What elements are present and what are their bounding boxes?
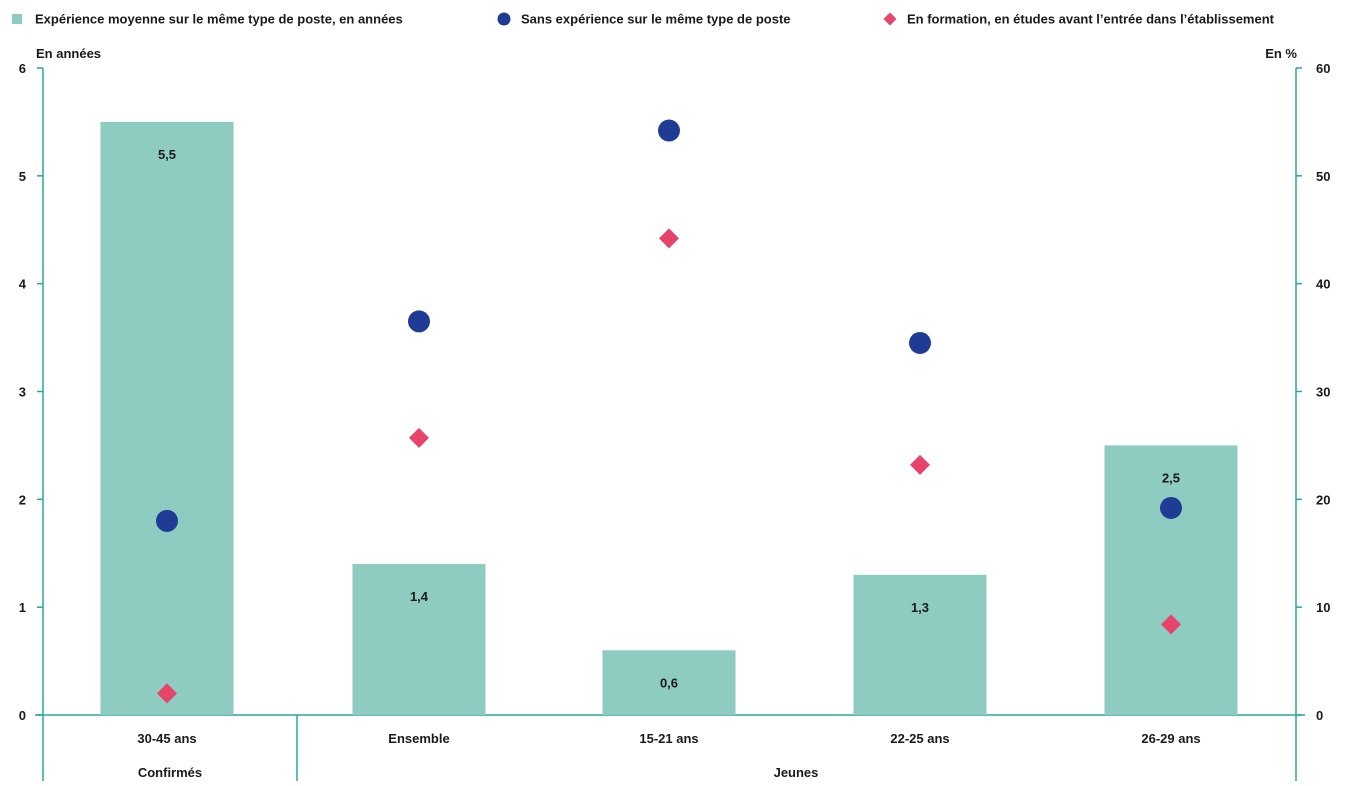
- bar-3: [602, 650, 736, 715]
- y-tick-label-left: 1: [19, 600, 26, 615]
- y-tick-label-right: 50: [1316, 169, 1330, 184]
- diamond-point-2: [409, 427, 429, 448]
- bar-value-label-3: 0,6: [660, 675, 678, 690]
- bar-value-label-1: 5,5: [158, 147, 176, 162]
- bar-1: [100, 121, 234, 715]
- legend-item-2: Sans expérience sur le même type de post…: [497, 12, 791, 27]
- legend-square-marker: [12, 14, 22, 24]
- circle-point-4: [909, 331, 931, 354]
- x-tick-label-1: 30-45 ans: [137, 731, 196, 746]
- x-tick-label-2: Ensemble: [388, 731, 449, 746]
- y-tick-label-right: 10: [1316, 600, 1330, 615]
- bar-5: [1104, 445, 1238, 715]
- y-tick-label-left: 3: [19, 385, 26, 400]
- y-tick-label-right: 0: [1316, 708, 1323, 723]
- circle-point-5: [1160, 496, 1182, 519]
- y-tick-label-right: 20: [1316, 492, 1330, 507]
- y-axis-right-label: En %: [1265, 46, 1297, 61]
- legend-label: Sans expérience sur le même type de post…: [521, 12, 791, 27]
- bar-2: [352, 564, 486, 715]
- diamond-point-4: [910, 454, 930, 475]
- bar-labels: 5,5 1,4 0,6 1,3 2,5: [158, 147, 1180, 690]
- circle-markers: [156, 119, 1182, 532]
- legend-item-1: Expérience moyenne sur le même type de p…: [12, 12, 403, 27]
- legend-label: Expérience moyenne sur le même type de p…: [35, 12, 403, 27]
- circle-point-3: [658, 119, 680, 142]
- y-tick-label-left: 2: [19, 492, 26, 507]
- circle-point-1: [156, 509, 178, 532]
- diamond-point-1: [157, 683, 177, 704]
- diamond-point-3: [659, 228, 679, 249]
- group-label-2: Jeunes: [774, 765, 819, 780]
- x-tick-label-3: 15-21 ans: [639, 731, 698, 746]
- y-tick-label-left: 5: [19, 169, 26, 184]
- y-tick-label-right: 40: [1316, 277, 1330, 292]
- legend-diamond-marker: [883, 12, 897, 26]
- y-tick-label-left: 4: [19, 277, 27, 292]
- group-label-1: Confirmés: [138, 765, 202, 780]
- bar-value-label-2: 1,4: [410, 589, 429, 604]
- y-tick-label-right: 30: [1316, 385, 1330, 400]
- bar-value-label-5: 2,5: [1162, 470, 1180, 485]
- x-tick-label-5: 26-29 ans: [1141, 731, 1200, 746]
- circle-point-2: [408, 310, 430, 333]
- diamond-markers: [157, 228, 1181, 704]
- y-axis-left-label: En années: [36, 46, 101, 61]
- legend-circle-marker: [497, 12, 511, 26]
- x-axis-labels: 30-45 ans Ensemble 15-21 ans 22-25 ans 26-29…: [137, 731, 1200, 780]
- x-tick-label-4: 22-25 ans: [890, 731, 949, 746]
- bars: [100, 121, 1238, 715]
- bar-4: [853, 574, 987, 715]
- legend: Expérience moyenne sur le même type de p…: [12, 12, 1275, 27]
- legend-item-3: En formation, en études avant l’entrée d…: [883, 12, 1275, 27]
- legend-label: En formation, en études avant l’entrée d…: [907, 12, 1275, 27]
- y-tick-label-left: 6: [19, 61, 26, 76]
- diamond-point-5: [1161, 614, 1181, 635]
- y-tick-label-right: 60: [1316, 61, 1330, 76]
- bar-value-label-4: 1,3: [911, 600, 929, 615]
- y-tick-label-left: 0: [19, 708, 26, 723]
